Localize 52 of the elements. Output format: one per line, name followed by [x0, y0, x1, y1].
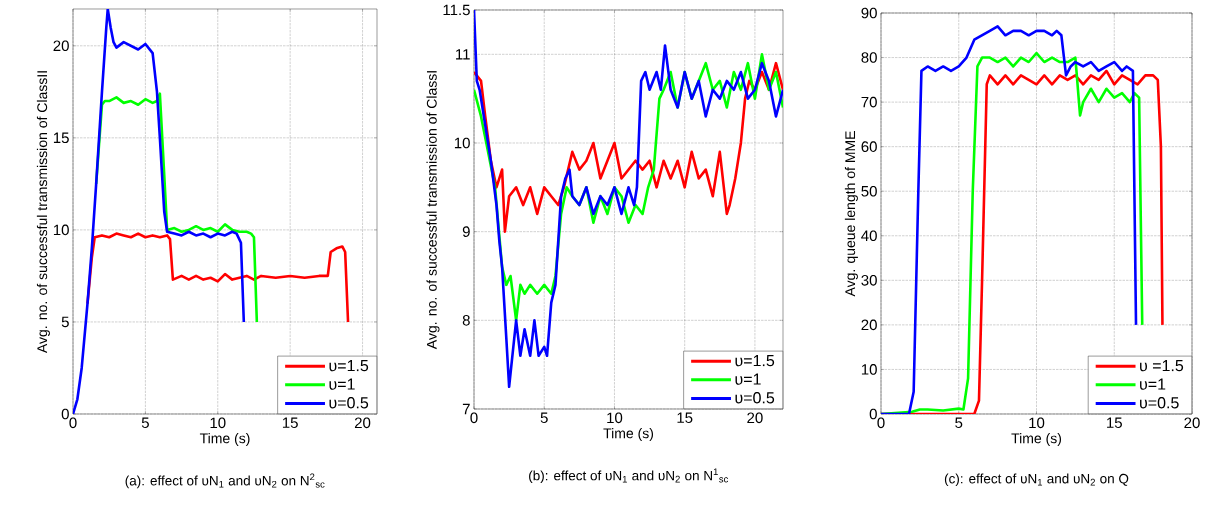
x-tick-label: 5 — [955, 417, 963, 428]
text: (b): effect of υN$_{1}$ and υN$_{2}$ on N$^{1}$sc — [529, 468, 729, 484]
x-axis-title: Time (s) — [199, 433, 250, 447]
text: (c): effect of υN$_{1}$ and υN$_{2}$ on Q — [944, 473, 1129, 487]
x-tick-label: 5 — [141, 417, 149, 428]
x-tick-label: 10 — [210, 417, 226, 429]
x-axis-title: Time (s) — [1011, 433, 1062, 447]
y-tick-label: 7 — [462, 403, 470, 415]
x-tick-label: 20 — [354, 417, 371, 429]
y-tick-label: 60 — [861, 141, 877, 152]
legend-label: υ =1.5 — [1140, 360, 1184, 372]
y-tick-label: 10 — [861, 364, 877, 375]
x-tick-label: 5 — [540, 412, 548, 423]
legend-label: υ=0.5 — [329, 397, 369, 409]
y-tick-label: 20 — [861, 319, 877, 331]
legend-label: υ=1.5 — [735, 355, 775, 367]
y-tick-label: 11 — [456, 49, 470, 60]
y-tick-label: 90 — [861, 7, 877, 19]
legend-label: υ=1 — [1140, 378, 1166, 390]
legend-label: υ=0.5 — [1140, 397, 1179, 409]
x-tick-label: 0 — [470, 412, 478, 424]
x-tick-label: 0 — [69, 417, 77, 429]
x-tick-label: 10 — [1029, 417, 1045, 429]
y-tick-label: 9 — [462, 226, 470, 237]
y-tick-label: 40 — [861, 230, 877, 242]
x-tick-label: 20 — [1184, 417, 1200, 429]
y-axis-title: Avg. no. of successful transmission of ClassII — [36, 71, 50, 354]
x-tick-label: 15 — [282, 417, 298, 428]
legend-label: υ=1.5 — [329, 360, 369, 372]
legend-label: υ=0.5 — [735, 392, 775, 404]
y-axis-title: Avg. no. of successful transmission of ClassI — [426, 71, 440, 350]
text: (a): effect of υN$_{1}$ and υN$_{2}$ on N$^{2}$sc — [125, 473, 325, 489]
y-tick-label: 15 — [53, 132, 69, 144]
y-tick-label: 80 — [861, 52, 877, 63]
y-tick-label: 10 — [53, 224, 69, 236]
x-tick-label: 15 — [677, 412, 693, 423]
y-axis-title: Avg. queue length of MME — [844, 131, 858, 297]
y-tick-label: 70 — [861, 96, 877, 108]
y-tick-label: 5 — [61, 316, 69, 328]
y-tick-label: 10 — [454, 137, 470, 149]
y-tick-label: 30 — [861, 275, 877, 286]
y-tick-label: 8 — [462, 315, 470, 326]
legend-label: υ=1 — [735, 373, 761, 385]
legend-label: υ=1 — [329, 378, 355, 390]
y-tick-label: 50 — [861, 185, 877, 197]
x-axis-title: Time (s) — [603, 428, 654, 442]
x-tick-label: 0 — [877, 417, 885, 429]
x-tick-label: 15 — [1107, 417, 1122, 428]
y-tick-label: 20 — [53, 40, 69, 52]
y-tick-label: 11.5 — [443, 4, 470, 16]
x-tick-label: 10 — [607, 412, 623, 424]
x-tick-label: 20 — [747, 412, 763, 424]
